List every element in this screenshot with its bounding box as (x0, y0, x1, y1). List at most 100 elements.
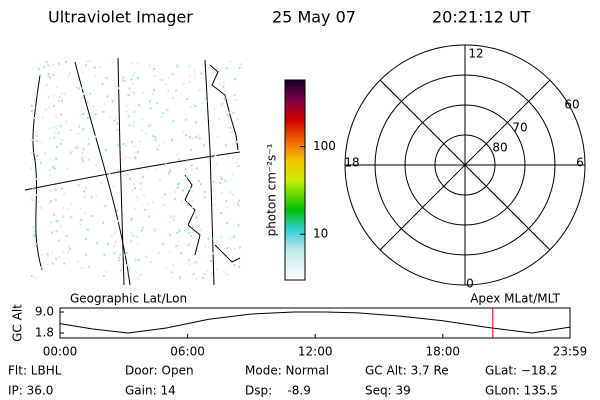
image-pixel (213, 107, 216, 110)
image-pixel (211, 157, 214, 160)
image-pixel (68, 72, 71, 75)
image-pixel (35, 193, 38, 196)
image-pixel (106, 95, 109, 98)
image-pixel (169, 234, 172, 237)
image-pixel (44, 108, 47, 111)
image-pixel (222, 85, 225, 88)
image-pixel (61, 100, 64, 103)
image-pixel (197, 135, 200, 138)
image-pixel (137, 150, 140, 153)
image-pixel (208, 66, 211, 69)
image-pixel (36, 178, 39, 181)
image-pixel (209, 260, 212, 263)
coastline (214, 244, 241, 263)
image-pixel (153, 67, 156, 70)
orbit-x-tick-label: 18:00 (425, 345, 460, 359)
image-pixel (188, 135, 191, 138)
image-pixel (111, 100, 114, 103)
image-pixel (46, 84, 49, 87)
image-pixel (153, 135, 156, 138)
image-pixel (81, 152, 84, 155)
image-pixel (219, 181, 222, 184)
image-pixel (117, 219, 120, 222)
image-pixel (30, 110, 33, 113)
image-pixel (145, 255, 148, 258)
image-pixel (80, 218, 83, 221)
image-pixel (67, 75, 70, 78)
title: Ultraviolet Imager (48, 8, 193, 27)
image-pixel (165, 266, 168, 269)
image-pixel (215, 163, 218, 166)
image-pixel (87, 137, 90, 140)
image-pixel (131, 62, 134, 65)
image-pixel (41, 116, 44, 119)
image-pixel (167, 171, 170, 174)
image-pixel (77, 87, 80, 90)
image-pixel (128, 268, 131, 271)
image-pixel (212, 180, 215, 183)
image-pixel (170, 216, 173, 219)
image-pixel (39, 161, 42, 164)
image-pixel (176, 232, 179, 235)
image-pixel (88, 265, 91, 268)
image-pixel (127, 115, 130, 118)
image-pixel (55, 257, 58, 260)
image-pixel (198, 137, 201, 140)
image-pixel (155, 168, 158, 171)
image-pixel (55, 219, 58, 222)
image-pixel (229, 191, 232, 194)
image-pixel (172, 264, 175, 267)
image-pixel (56, 220, 59, 223)
image-pixel (134, 157, 137, 160)
image-pixel (100, 182, 103, 185)
image-pixel (148, 64, 151, 67)
image-pixel (235, 140, 238, 143)
image-pixel (33, 235, 36, 238)
image-pixel (108, 116, 111, 119)
image-pixel (36, 134, 39, 137)
orbit-x-tick-label: 23:59 (553, 345, 588, 359)
image-pixel (236, 118, 239, 121)
image-pixel (82, 190, 85, 193)
image-pixel (199, 89, 202, 92)
coastline (184, 174, 201, 256)
image-pixel (53, 136, 56, 139)
image-pixel (190, 235, 193, 238)
image-pixel (48, 106, 51, 109)
image-pixel (40, 141, 43, 144)
image-pixel (58, 256, 61, 259)
image-pixel (200, 183, 203, 186)
image-pixel (84, 211, 87, 214)
image-pixel (172, 120, 175, 123)
image-pixel (69, 202, 72, 205)
image-pixel (178, 158, 181, 161)
image-pixel (114, 241, 117, 244)
status-field: GLat: −18.2 (485, 364, 558, 378)
image-pixel (229, 126, 232, 129)
image-pixel (66, 251, 69, 254)
image-pixel (54, 188, 57, 191)
image-pixel (52, 166, 55, 169)
image-pixel (139, 182, 142, 185)
image-pixel (52, 73, 55, 76)
image-pixel (50, 200, 53, 203)
image-pixel (161, 242, 164, 245)
image-pixel (140, 229, 143, 232)
image-pixel (59, 125, 62, 128)
image-pixel (223, 270, 226, 273)
image-pixel (178, 229, 181, 232)
image-pixel (158, 251, 161, 254)
image-pixel (192, 273, 195, 276)
image-pixel (193, 69, 196, 72)
image-pixel (87, 158, 90, 161)
image-pixel (86, 60, 89, 63)
image-pixel (222, 81, 225, 84)
image-pixel (239, 63, 242, 66)
image-pixel (119, 253, 122, 256)
image-pixel (187, 203, 190, 206)
image-pixel (130, 218, 133, 221)
image-pixel (59, 143, 62, 146)
image-pixel (187, 259, 190, 262)
image-pixel (116, 122, 119, 125)
